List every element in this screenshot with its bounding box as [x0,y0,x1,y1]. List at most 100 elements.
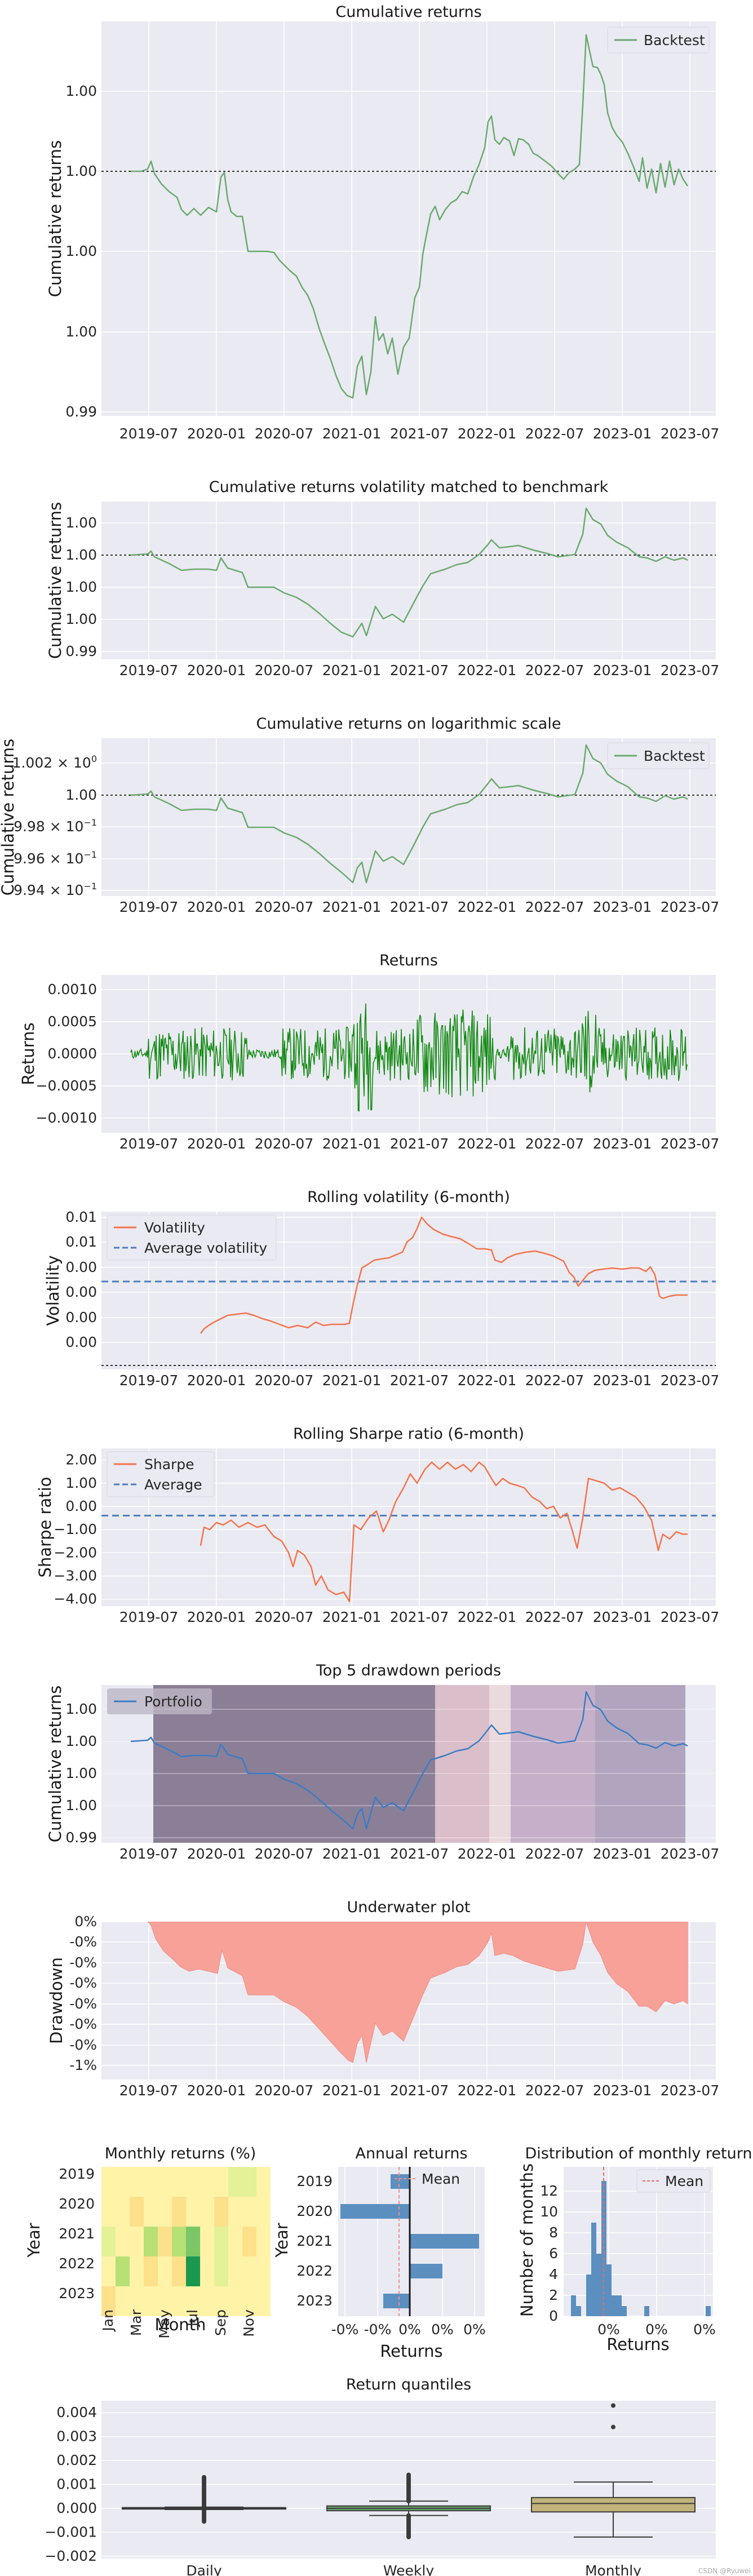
x-tick-label: 2020-01 [187,1609,246,1625]
y-tick-label: 0.00 [65,1259,97,1275]
histogram-bar [612,2295,617,2316]
x-tick-label: 2022-01 [458,1136,516,1152]
y-tick-label: 0.01 [65,1234,97,1250]
y-tick-label: 9.98 × 10−1 [14,817,97,835]
y-tick-label: 0.0010 [48,981,97,997]
heatmap-cell [101,2286,116,2316]
outlier-point [202,2475,206,2480]
y-axis-label: Cumulative returns [46,140,65,298]
legend: Volatility Average volatility [107,1214,277,1261]
year-label: 2021 [59,2225,95,2242]
x-tick-labels: 2019-07 2020-01 2020-07 2021-01 2021-07 … [119,1846,719,1862]
heatmap-cell [130,2286,144,2316]
outlier-point [406,2472,411,2477]
heatmap-cell [256,2286,271,2316]
y-tick-label: 0.00 [65,1284,97,1300]
heatmap-cell [256,2167,271,2197]
heatmap-cell [228,2286,242,2316]
y-tick-label: 0.99 [65,643,97,659]
heatmap-cell [228,2256,242,2286]
panel-cumulative-returns: Cumulative returns Cumulative returns 1.… [46,3,719,442]
y-tick-label: 1.00 [65,243,97,259]
panel-title: Rolling volatility (6-month) [307,1189,510,1206]
y-tick-label: 9.96 × 10−1 [14,849,97,867]
y-tick-label: -0% [69,1954,97,1971]
heatmap-cell [200,2227,214,2256]
y-tick-label: 8 [549,2224,558,2241]
heatmap-cell [144,2227,158,2256]
x-tick-labels: 0% 0% 0% [597,2321,716,2338]
x-tick-label: 2023-01 [593,1609,652,1625]
panel-title: Rolling Sharpe ratio (6-month) [293,1425,524,1443]
x-tick-label: 2023-07 [661,1609,719,1625]
outlier-point [202,2519,206,2524]
quantile-box [531,2497,696,2513]
y-tick-label: 1.00 [65,611,97,627]
x-tick-label: 2020-07 [255,1609,313,1625]
panel-title: Returns [379,952,438,969]
x-tick-label: 2021-07 [390,1609,449,1625]
x-tick-label: 2020-01 [187,899,246,915]
y-tick-label: −2.00 [54,1544,97,1560]
y-tick-labels: 1.002 × 100 1.00 9.98 × 10−1 9.96 × 10−1… [12,753,97,898]
y-tick-label: −0.0010 [36,1110,97,1126]
panel-top-drawdowns: Top 5 drawdown periods Cumulative return… [46,1662,719,1862]
annual-bar-2023 [383,2294,410,2308]
x-axis-label: Month [155,2315,206,2334]
legend-label: Backtest [644,32,705,48]
x-tick-label: 2020-07 [255,2082,313,2099]
y-tick-label: −4.00 [54,1591,97,1607]
y-tick-label: 2019 [296,2173,333,2189]
heatmap-cell [256,2227,271,2256]
heatmap-cell [242,2167,256,2197]
annual-bar-2019 [391,2174,410,2189]
histogram-bar [571,2295,576,2316]
annual-bar-2021 [410,2234,479,2249]
x-tick-labels: 2019-07 2020-01 2020-07 2021-01 2021-07 … [119,2082,719,2099]
x-tick-label: 2022-01 [458,1846,516,1862]
drawdown-period-3 [489,1685,511,1843]
y-tick-label: 0.00 [65,1334,97,1350]
y-axis-label: Volatility [43,1255,63,1325]
heatmap-cell [158,2256,172,2286]
y-tick-label: 1.00 [65,579,97,595]
heatmap-cell [116,2197,130,2227]
y-tick-label: 0.0000 [48,1045,97,1062]
x-tick-label: 2023-07 [661,2082,719,2099]
y-tick-label: 2 [549,2287,558,2303]
y-axis-label: Cumulative returns [46,502,65,659]
y-tick-label: 1.00 [65,1701,97,1717]
heatmap-cell [101,2256,116,2286]
x-tick-label: 2023-07 [661,1846,719,1862]
quantile-boxes [122,2403,696,2539]
y-tick-label: 1.00 [65,1475,97,1491]
y-tick-label: 2022 [296,2263,333,2279]
heatmap-cell [144,2256,158,2286]
y-tick-label: 2023 [296,2293,333,2309]
month-label: May [156,2309,172,2339]
x-tick-label: 2023-01 [593,1136,652,1152]
returns-series-line [130,1003,688,1112]
x-tick-label: 2022-07 [525,1372,584,1389]
y-tick-label: 12 [540,2183,558,2199]
x-tick-label: 2020-07 [255,1136,313,1152]
x-tick-label: 2021-01 [322,662,381,679]
legend-label: Backtest [644,748,705,764]
y-tick-label: 1.00 [65,163,97,179]
y-tick-label: 1.00 [65,1797,97,1814]
underwater-area [147,1922,688,2063]
x-tick-label: 2020-07 [255,1846,313,1862]
heatmap-cell [228,2197,242,2227]
x-tick-label: 2021-07 [390,899,449,915]
series-line-backtest [130,744,688,884]
x-tick-label: 2020-07 [255,1372,313,1389]
heatmap-cell [186,2286,200,2316]
heatmap-cell [130,2227,144,2256]
x-tick-label: 2022-01 [458,1609,516,1625]
x-tick-labels: Daily Weekly Monthly [186,2562,641,2576]
y-tick-label: 2020 [296,2203,333,2219]
y-tick-labels: 2019 2020 2021 2022 2023 [296,2173,333,2309]
heatmap-cell [116,2227,130,2256]
x-tick-label: Daily [186,2562,222,2576]
month-label: Jan [100,2309,116,2333]
